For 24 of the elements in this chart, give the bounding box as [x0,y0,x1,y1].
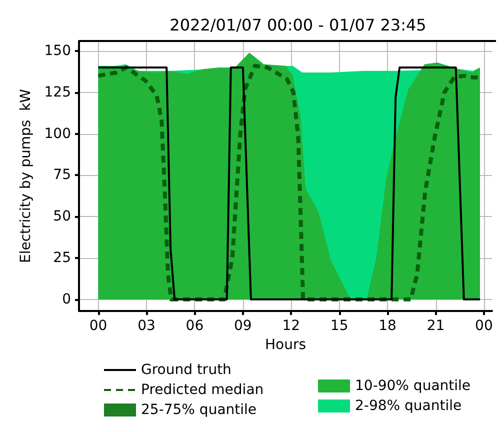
x-tick-label: 18 [378,318,396,334]
legend-label: 2-98% quantile [355,398,462,414]
y-axis-title: Electricity by pumps kW [18,88,34,264]
x-tick-label: 00 [475,318,493,334]
x-axis-title: Hours [264,336,306,353]
legend-label: 10-90% quantile [355,378,471,394]
y-tick-label: 50 [53,208,71,225]
x-tick-label: 12 [282,318,300,334]
y-tick-label: 25 [53,250,71,266]
y-tick-label: 100 [44,126,71,142]
y-tick-label: 0 [62,291,71,308]
x-tick-label: 03 [138,318,156,334]
x-tick-label: 21 [426,318,445,334]
x-tick-label: 06 [186,318,204,334]
x-tick-label: 15 [330,318,348,334]
x-tick-label: 09 [234,318,252,334]
x-tick-label: 00 [89,318,108,334]
legend-label: Predicted median [141,382,264,398]
y-tick-label: 125 [44,84,71,100]
y-tick-label: 75 [53,167,71,184]
chart-title: 2022/01/07 00:00 - 01/07 23:45 [170,16,426,34]
y-tick-label: 150 [44,42,71,59]
legend-label: 25-75% quantile [141,402,257,418]
legend-label: Ground truth [141,362,232,378]
